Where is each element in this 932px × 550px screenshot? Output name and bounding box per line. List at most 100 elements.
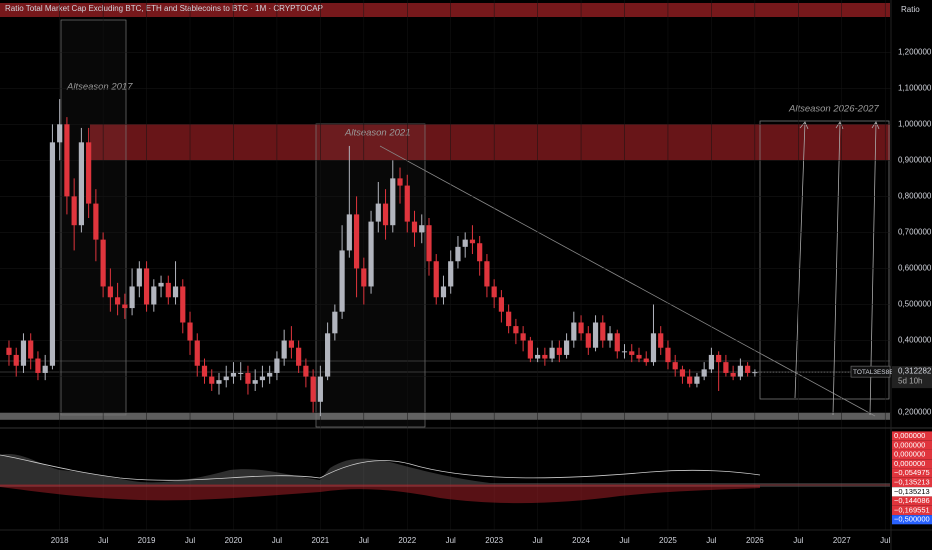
indicator-label: 0,000000 xyxy=(894,431,925,440)
axis-label: Ratio xyxy=(901,5,920,14)
candle-body xyxy=(216,380,222,384)
target-box xyxy=(759,120,890,400)
candle-body xyxy=(35,358,41,373)
candle-body xyxy=(252,380,258,384)
x-tick-label: Jul xyxy=(706,536,716,545)
x-tick-label: Jul xyxy=(185,536,195,545)
indicator-label: −0,135213 xyxy=(894,487,930,496)
candle-body xyxy=(49,142,56,366)
x-tick-label: Jul xyxy=(98,536,108,545)
indicator-badge xyxy=(892,496,932,506)
y-tick-label: 0,900000 xyxy=(898,155,932,164)
y-tick-label: 0,200000 xyxy=(898,408,932,417)
candle-body xyxy=(411,221,418,233)
candle-body xyxy=(245,372,251,384)
y-tick-label: 1,100000 xyxy=(898,83,932,92)
y-tick-label: 1,200000 xyxy=(898,47,932,56)
candle-body xyxy=(563,340,570,355)
candle-body xyxy=(469,239,476,244)
candle-body xyxy=(368,221,374,287)
candle-body xyxy=(506,311,512,327)
candle-body xyxy=(281,340,287,359)
candle-body xyxy=(28,340,34,359)
candle-body xyxy=(549,347,555,359)
candle-body xyxy=(143,268,150,305)
y-tick-label: 0,600000 xyxy=(898,264,932,273)
candle-body xyxy=(643,358,649,363)
altseason-box xyxy=(60,19,127,416)
candles xyxy=(6,99,758,417)
zones xyxy=(0,124,890,420)
indicator-label: 0,000000 xyxy=(894,450,925,459)
x-tick-label: Jul xyxy=(619,536,629,545)
candle-body xyxy=(259,376,266,381)
candle-body xyxy=(57,124,63,143)
candle-body xyxy=(274,358,280,373)
candle-body xyxy=(426,225,432,262)
annotation: Altseason 2017 xyxy=(66,82,133,93)
candle-body xyxy=(361,268,367,287)
x-tick-label: 2027 xyxy=(833,536,851,545)
candle-body xyxy=(440,286,447,298)
x-tick-label: Jul xyxy=(880,536,890,545)
candle-body xyxy=(607,333,613,341)
candle-body xyxy=(650,333,657,363)
indicator-badge xyxy=(892,505,932,515)
candle-body xyxy=(317,376,323,402)
candle-body xyxy=(745,365,751,373)
candle-body xyxy=(194,340,200,366)
oscillator-area xyxy=(0,453,890,487)
candle-body xyxy=(346,214,352,251)
resistance-zone xyxy=(90,124,890,161)
candle-body xyxy=(592,322,599,348)
x-tick-label: Jul xyxy=(272,536,282,545)
candle-body xyxy=(520,333,526,341)
axes: 0,2000000,3000000,4000000,5000000,600000… xyxy=(51,47,932,545)
candle-body xyxy=(629,351,635,355)
candle-body xyxy=(535,354,541,359)
candle-body xyxy=(694,376,700,384)
candle-body xyxy=(404,185,410,222)
candle-body xyxy=(701,369,707,377)
candle-body xyxy=(614,333,620,352)
top-band xyxy=(0,3,890,17)
candle-body xyxy=(288,340,294,348)
candle-body xyxy=(687,376,693,384)
candle-body xyxy=(672,362,678,370)
candle-body xyxy=(723,362,729,373)
candle-body xyxy=(136,268,142,287)
candle-body xyxy=(542,354,548,359)
candle-body xyxy=(527,340,533,359)
indicator-label: 0,000000 xyxy=(894,440,925,449)
x-tick-label: Jul xyxy=(793,536,803,545)
chart-title: Ratio Total Market Cap Excluding BTC, ET… xyxy=(5,4,323,13)
annotation: Altseason 2026-2027 xyxy=(788,104,880,115)
candle-body xyxy=(310,376,316,402)
candle-body xyxy=(71,196,77,226)
x-tick-label: Jul xyxy=(359,536,369,545)
candle-body xyxy=(679,369,686,377)
candle-body xyxy=(448,261,454,287)
x-tick-label: 2025 xyxy=(659,536,677,545)
x-tick-label: 2022 xyxy=(398,536,416,545)
candle-body xyxy=(296,347,302,366)
candle-body xyxy=(455,246,461,262)
y-tick-label: 0,800000 xyxy=(898,191,932,200)
trendline xyxy=(379,145,876,417)
candle-body xyxy=(419,225,425,233)
candle-body xyxy=(64,124,70,197)
candle-body xyxy=(390,178,396,226)
indicator-label: 0,000000 xyxy=(894,459,925,468)
candle-body xyxy=(708,354,715,370)
candle-body xyxy=(332,311,338,334)
candle-body xyxy=(267,372,273,377)
annotation: Altseason 2021 xyxy=(344,128,411,139)
support-zone xyxy=(0,412,890,420)
indicator-label: −0,500000 xyxy=(894,515,930,524)
price-label: 0,312282 xyxy=(898,367,932,376)
candle-body xyxy=(187,322,193,341)
candle-body xyxy=(201,365,208,377)
candle-body xyxy=(165,282,171,298)
